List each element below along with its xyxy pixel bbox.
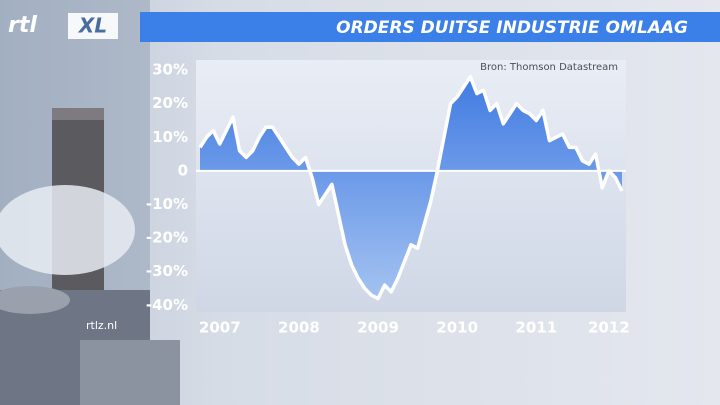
logo-suffix: XL [77, 14, 107, 38]
y-tick-label: 30% [152, 61, 188, 79]
y-tick-label: 20% [152, 94, 188, 112]
logo: rtl XL [8, 13, 118, 39]
x-tick-label: 2011 [515, 319, 557, 337]
y-tick-label: -20% [146, 229, 188, 247]
x-tick-label: 2012 [588, 319, 630, 337]
plot-area: 30% 20% 10% 0 -10% -20% -30% -40% 2007 2008 2009 20… [146, 61, 630, 337]
x-tick-label: 2010 [436, 319, 478, 337]
x-tick-label: 2008 [278, 319, 320, 337]
chart-title: ORDERS DUITSE INDUSTRIE OMLAAG [336, 18, 688, 38]
area [200, 76, 622, 299]
line [198, 75, 624, 301]
y-tick-label: 0 [178, 161, 188, 179]
x-tick-label: 2007 [199, 319, 241, 337]
website: rtlz.nl [86, 319, 117, 332]
title-bar [140, 12, 720, 42]
y-tick-label: -30% [146, 262, 188, 280]
x-tick-label: 2009 [357, 319, 399, 337]
y-tick-label: -10% [146, 195, 188, 213]
y-tick-label: -40% [146, 296, 188, 314]
logo-text: rtl [8, 13, 37, 38]
factory-illustration [0, 0, 180, 405]
y-tick-label: 10% [152, 128, 188, 146]
source-note: Bron: Thomson Datastream [480, 62, 618, 73]
